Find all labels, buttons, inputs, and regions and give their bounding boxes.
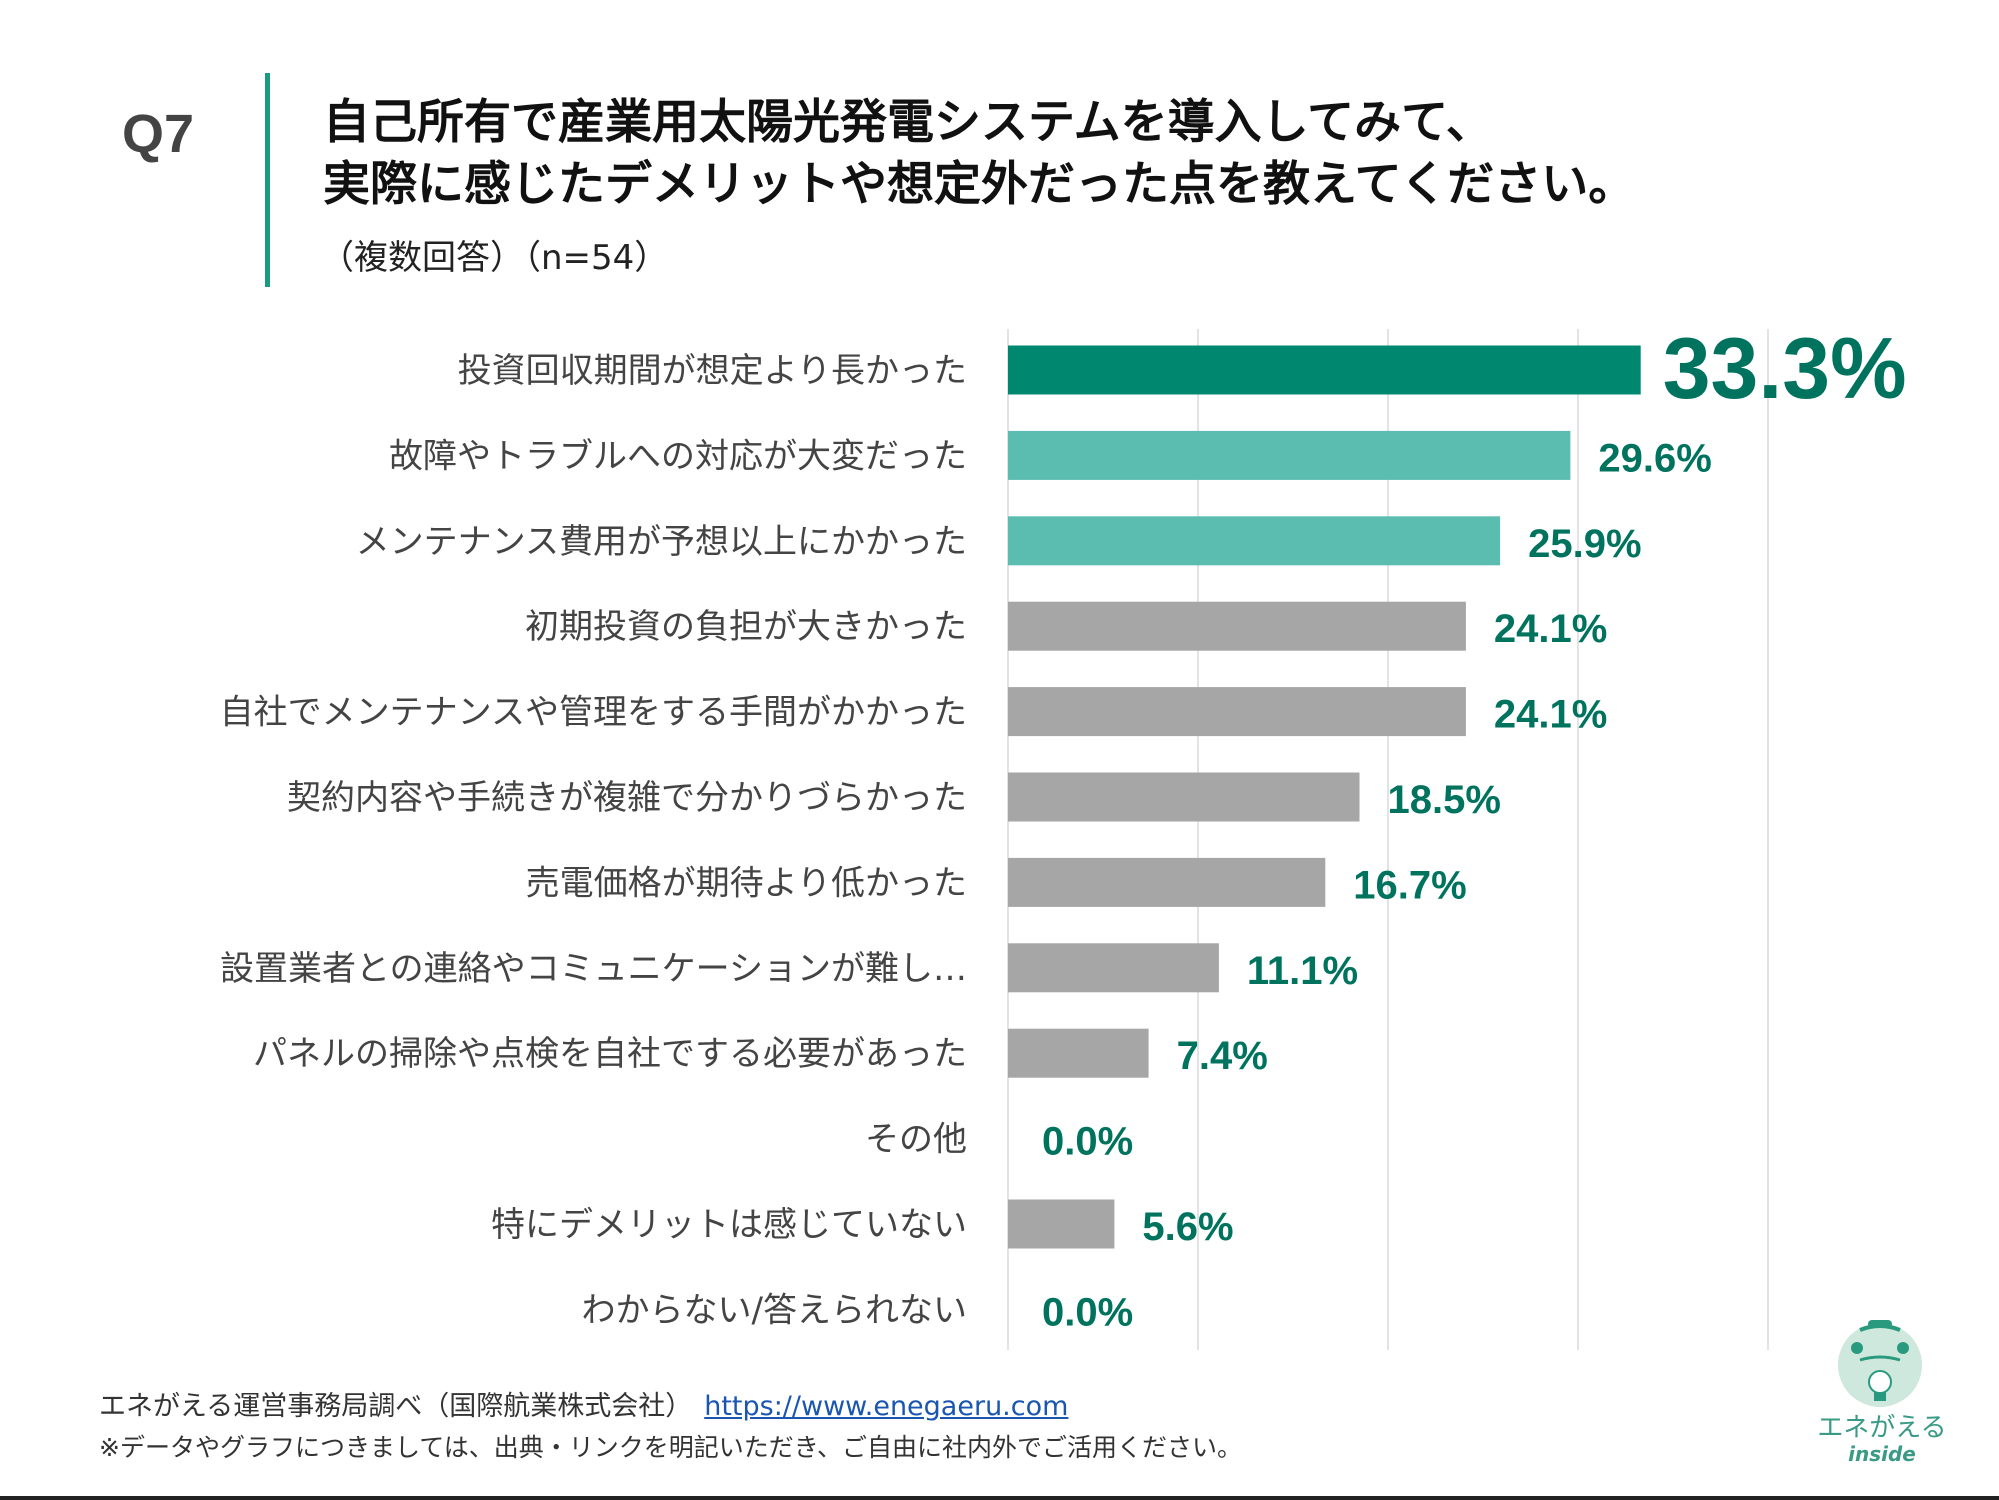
title-line-1: 自己所有で産業用太陽光発電システムを導入してみて、 [323, 95, 1493, 150]
bar [1008, 943, 1219, 993]
value-label: 5.6% [1142, 1205, 1233, 1249]
gridlines [1007, 329, 1769, 1350]
category-label: 自社でメンテナンスや管理をする手間がかかった [220, 693, 967, 733]
question-number: Q7 [122, 104, 195, 164]
source-note: エネがえる運営事務局調べ（国際航業株式会社） https://www.enegae… [99, 1384, 1068, 1423]
accent-divider [265, 73, 270, 287]
bar [1008, 772, 1360, 822]
title-line-2: 実際に感じたデメリットや想定外だった点を教えてください。 [323, 157, 1636, 212]
category-label: メンテナンス費用が予想以上にかかった [356, 522, 967, 562]
bar [1008, 345, 1641, 395]
subtitle: （複数回答）（n=54） [320, 238, 669, 278]
bar [1008, 687, 1466, 737]
source-text: エネがえる運営事務局調べ（国際航業株式会社） [99, 1391, 693, 1422]
category-label: 契約内容や手続きが複雑で分かりづらかった [287, 778, 967, 818]
bottom-border [0, 1496, 1999, 1500]
value-label: 0.0% [1042, 1120, 1133, 1164]
enegaeru-logo [1838, 1320, 1922, 1407]
bars: 投資回収期間が想定より長かった 33.3% 故障やトラブルへの対応が大変だった 29.… [220, 321, 1907, 1334]
bar [1008, 516, 1501, 566]
value-label: 16.7% [1353, 863, 1466, 907]
value-label: 25.9% [1528, 522, 1641, 566]
category-label: 初期投資の負担が大きかった [525, 607, 967, 647]
value-label: 29.6% [1598, 436, 1711, 480]
category-label: わからない/答えられない [582, 1290, 967, 1330]
value-label: 24.1% [1494, 693, 1607, 737]
value-label: 33.3% [1663, 321, 1907, 417]
value-label: 11.1% [1247, 949, 1358, 993]
value-label: 7.4% [1177, 1034, 1268, 1078]
bar [1008, 857, 1326, 907]
category-label: 故障やトラブルへの対応が大変だった [389, 436, 967, 476]
usage-note: ※データやグラフにつきましては、出典・リンクを明記いただき、ご自由に社内外でご活… [99, 1433, 1242, 1462]
logo-name: エネがえる [1817, 1413, 1947, 1443]
bar [1008, 1199, 1115, 1249]
category-label: 設置業者との連絡やコミュニケーションが難し… [220, 949, 967, 989]
bar [1008, 1028, 1149, 1078]
category-label: 売電価格が期待より低かった [526, 863, 967, 903]
bar [1008, 601, 1466, 651]
value-label: 24.1% [1494, 607, 1607, 651]
value-label: 0.0% [1042, 1290, 1133, 1334]
page-title: 自己所有で産業用太陽光発電システムを導入してみて、 実際に感じたデメリットや想定… [323, 92, 1635, 216]
category-label: 投資回収期間が想定より長かった [458, 351, 967, 391]
category-label: パネルの掃除や点検を自社でする必要があった [253, 1034, 967, 1074]
source-link[interactable]: https://www.enegaeru.com [704, 1391, 1069, 1422]
logo-sub: inside [1848, 1442, 1916, 1466]
bar [1008, 430, 1571, 480]
value-label: 18.5% [1388, 778, 1501, 822]
category-label: 特にデメリットは感じていない [491, 1205, 967, 1245]
category-label: その他 [865, 1120, 967, 1160]
